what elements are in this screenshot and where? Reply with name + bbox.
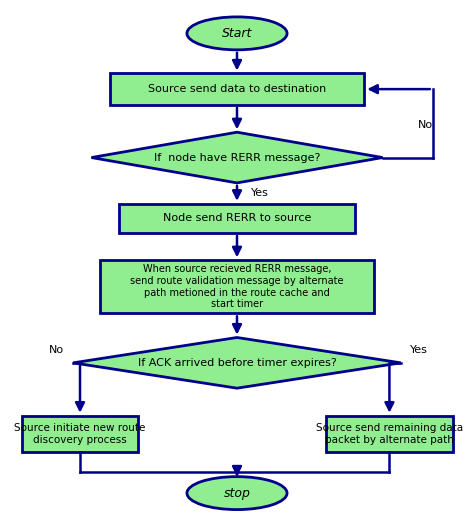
Text: Source send remaining data
packet by alternate path: Source send remaining data packet by alt… bbox=[316, 423, 463, 445]
Polygon shape bbox=[91, 132, 383, 183]
Ellipse shape bbox=[187, 17, 287, 50]
Text: When source recieved RERR message,
send route validation message by alternate
pa: When source recieved RERR message, send … bbox=[130, 265, 344, 309]
FancyBboxPatch shape bbox=[109, 73, 365, 105]
Text: Yes: Yes bbox=[251, 188, 269, 199]
Text: No: No bbox=[418, 120, 433, 129]
FancyBboxPatch shape bbox=[22, 416, 138, 452]
Polygon shape bbox=[73, 337, 401, 388]
Text: If ACK arrived before timer expires?: If ACK arrived before timer expires? bbox=[137, 358, 337, 368]
Text: Yes: Yes bbox=[410, 345, 428, 355]
Text: If  node have RERR message?: If node have RERR message? bbox=[154, 153, 320, 163]
Text: Start: Start bbox=[222, 27, 252, 40]
FancyBboxPatch shape bbox=[326, 416, 453, 452]
FancyBboxPatch shape bbox=[100, 260, 374, 314]
FancyBboxPatch shape bbox=[118, 204, 356, 233]
Text: Node send RERR to source: Node send RERR to source bbox=[163, 213, 311, 223]
Text: Source initiate new route
discovery process: Source initiate new route discovery proc… bbox=[14, 423, 146, 445]
Text: stop: stop bbox=[224, 487, 250, 499]
Text: No: No bbox=[49, 345, 64, 355]
Ellipse shape bbox=[187, 477, 287, 510]
Text: Source send data to destination: Source send data to destination bbox=[148, 84, 326, 94]
